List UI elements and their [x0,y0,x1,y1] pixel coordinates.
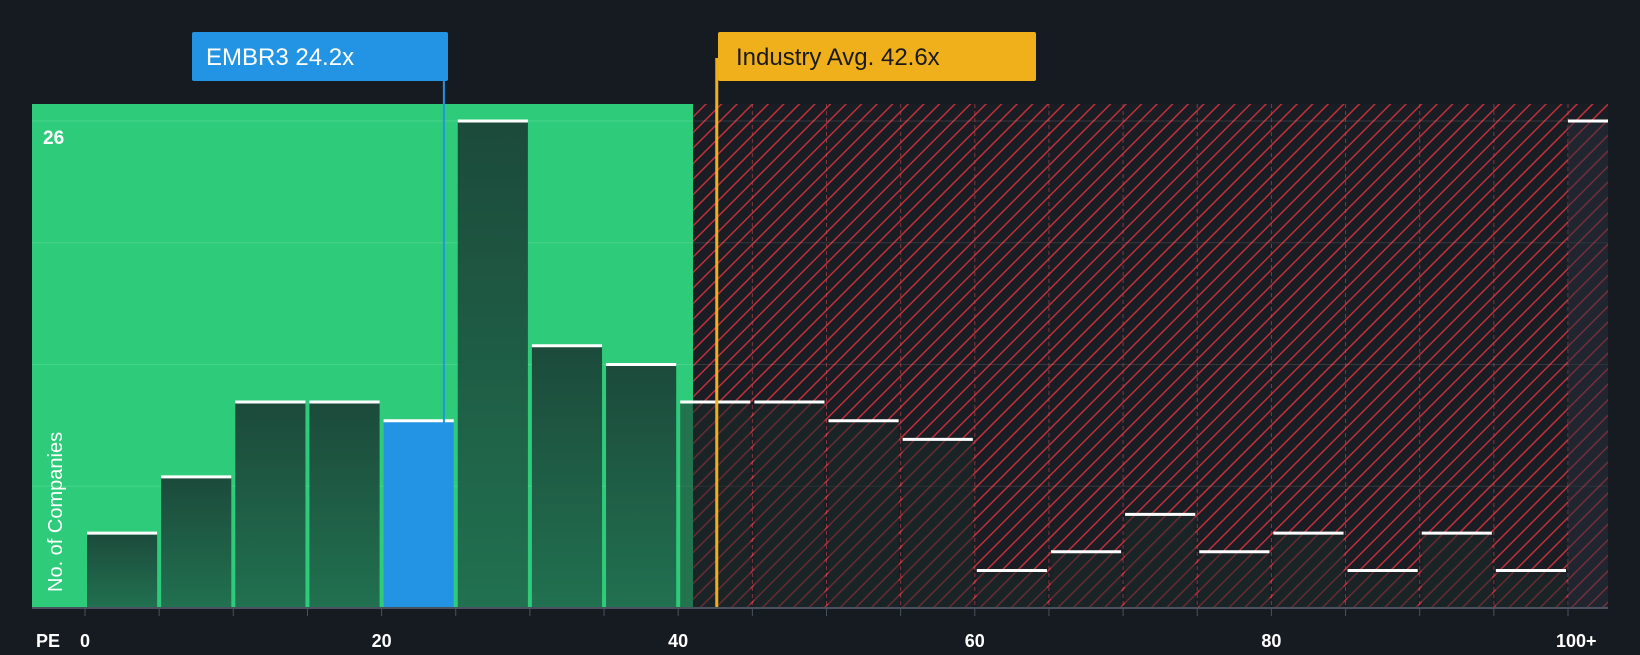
x-tick-label: 0 [80,631,90,650]
histogram-bar-95-100 [1495,570,1566,608]
company-label-box [192,32,448,81]
histogram-bar-60-65 [976,570,1047,608]
histogram-bar-35-40 [606,364,677,608]
histogram-bar-25-30 [457,121,528,608]
histogram-bar-10-15 [235,401,306,608]
industry-label: Industry Avg. 42.6x [736,44,940,71]
x-tick-label: 20 [372,631,392,650]
histogram-bar-5-10 [161,476,232,608]
y-tick-label: 26 [43,128,64,149]
y-axis-title: No. of Companies [45,432,67,592]
industry-label-box [718,32,1036,81]
histogram-bar-30-35 [531,345,603,608]
company-label: EMBR3 24.2x [206,44,354,71]
histogram-bar-50-55 [828,420,899,608]
histogram-bar-55-60 [902,439,973,608]
x-tick-label: 60 [965,631,985,650]
x-tick-label: 40 [668,631,688,650]
histogram-bar-75-80 [1199,551,1270,608]
histogram-bar-45-50 [754,401,825,608]
histogram-bar-90-95 [1421,533,1492,608]
histogram-bar-65-70 [1050,551,1122,608]
x-tick-label: 100+ [1556,631,1597,650]
histogram-bar-15-20 [309,401,380,608]
histogram-bar-80-85 [1273,533,1344,608]
histogram-bar-85-90 [1347,570,1418,608]
histogram-bar-100+ [1568,121,1608,608]
histogram-bar-70-75 [1125,514,1196,608]
x-axis-title: PE [36,631,60,650]
histogram-bar-20-25 [383,420,454,608]
histogram-bar-0-5 [87,533,158,608]
x-tick-label: 80 [1261,631,1281,650]
